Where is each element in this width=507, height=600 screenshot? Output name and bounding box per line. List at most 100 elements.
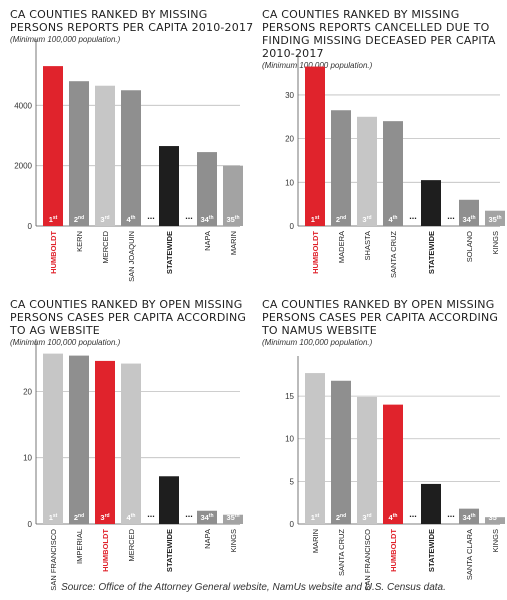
chart-3-category-label: KINGS — [229, 529, 238, 552]
chart-2-ellipsis-mark: ... — [409, 211, 417, 221]
chart-3-rank-label: 2nd — [74, 513, 84, 522]
chart-4-rank-label: 1st — [311, 513, 320, 522]
chart-1-rank-label: 1st — [49, 215, 58, 224]
chart-2-rank-label: 34th — [462, 215, 475, 224]
chart-4-category-label: STATEWIDE — [427, 529, 436, 572]
chart-2-bar — [421, 180, 441, 226]
chart-3-ellipsis-mark: ... — [147, 509, 155, 519]
chart-4-category-label: MARIN — [311, 529, 320, 553]
chart-3-bar — [95, 360, 115, 524]
chart-panel-4: CA COUNTIES RANKED BY OPEN MISSING PERSO… — [262, 298, 507, 588]
chart-1-bar — [159, 146, 179, 226]
chart-2-y-tick-label: 10 — [285, 178, 294, 187]
chart-3-bar — [69, 355, 89, 524]
chart-1-rank-label: 2nd — [74, 215, 84, 224]
chart-4-rank-label: 35th — [488, 513, 501, 522]
chart-1-subtitle: (Minimum 100,000 population.) — [10, 35, 121, 44]
chart-2-bar — [331, 110, 351, 226]
chart-1-category-label: HUMBOLDT — [49, 231, 58, 274]
chart-3-y-tick-label: 10 — [23, 454, 32, 463]
chart-4-y-tick-label: 0 — [290, 520, 295, 529]
chart-2-rank-label: 1st — [311, 215, 320, 224]
chart-2-subtitle: (Minimum 100,000 population.) — [262, 61, 373, 70]
chart-2-bar — [459, 199, 479, 226]
chart-4-rank-label: 2nd — [336, 513, 346, 522]
chart-3-bar — [43, 353, 63, 524]
chart-4-bar — [357, 396, 377, 524]
chart-3-category-label: IMPERIAL — [75, 529, 84, 564]
chart-1-ellipsis-mark: ... — [147, 211, 155, 221]
chart-1-bar — [69, 81, 89, 226]
chart-3-rank-label: 35th — [226, 513, 239, 522]
chart-3-category-label: STATEWIDE — [165, 529, 174, 572]
chart-4-category-label: SANTA CLARA — [465, 529, 474, 580]
chart-4-bar — [485, 517, 505, 524]
chart-1-rank-label: 35th — [226, 215, 239, 224]
chart-3-y-tick-label: 20 — [23, 387, 32, 396]
chart-1-rank-label: 34th — [200, 215, 213, 224]
chart-3-category-label: HUMBOLDT — [101, 529, 110, 572]
chart-1-category-label: NAPA — [203, 231, 212, 251]
chart-3-ellipsis-mark: ... — [185, 509, 193, 519]
source-note: Source: Office of the Attorney General w… — [61, 582, 446, 593]
chart-2-ellipsis-mark: ... — [447, 211, 455, 221]
chart-2-category-label: SOLANO — [465, 231, 474, 262]
chart-1-y-tick-label: 4000 — [14, 101, 32, 110]
chart-1-category-label: STATEWIDE — [165, 231, 174, 274]
chart-4-y-tick-label: 10 — [285, 435, 294, 444]
chart-1-rank-label: 4th — [127, 215, 136, 224]
chart-4-bar — [331, 380, 351, 524]
chart-2-bar — [305, 66, 325, 226]
chart-2-y-tick-label: 20 — [285, 135, 294, 144]
chart-panel-1: CA COUNTIES RANKED BY MISSING PERSONS RE… — [10, 8, 260, 298]
chart-3-rank-label: 4th — [127, 513, 136, 522]
chart-3-bar — [197, 510, 217, 524]
chart-1-bar — [43, 66, 63, 226]
chart-2-category-label: KINGS — [491, 231, 500, 254]
chart-1-category-label: SAN JOAQUIN — [127, 231, 136, 282]
chart-2-bar — [383, 121, 403, 226]
chart-1-bar — [121, 90, 141, 226]
chart-1-bar — [95, 85, 115, 226]
chart-3-category-label: NAPA — [203, 529, 212, 549]
chart-1-y-tick-label: 0 — [28, 222, 33, 231]
chart-3-bar — [223, 514, 243, 524]
chart-1-title: CA COUNTIES RANKED BY MISSING PERSONS RE… — [10, 8, 254, 34]
chart-2-category-label: SANTA CRUZ — [389, 231, 398, 278]
chart-3-rank-label: 3rd — [100, 513, 109, 522]
chart-4-category-label: SAN FRANCISCO — [363, 529, 372, 591]
chart-1-category-label: MERCED — [101, 230, 110, 263]
chart-panel-2: CA COUNTIES RANKED BY MISSING PERSONS RE… — [262, 8, 507, 298]
chart-2-y-tick-label: 0 — [290, 222, 295, 231]
chart-panel-3: CA COUNTIES RANKED BY OPEN MISSING PERSO… — [10, 298, 260, 588]
chart-2-rank-label: 3rd — [362, 215, 371, 224]
chart-3-rank-label: 1st — [49, 513, 58, 522]
chart-3-title: CA COUNTIES RANKED BY OPEN MISSING PERSO… — [10, 298, 247, 337]
chart-2-rank-label: 35th — [488, 215, 501, 224]
chart-2-y-tick-label: 30 — [285, 91, 294, 100]
chart-4-category-label: KINGS — [491, 529, 500, 552]
chart-3-bar — [159, 476, 179, 524]
chart-4-rank-label: 4th — [389, 513, 398, 522]
chart-4-ellipsis-mark: ... — [409, 509, 417, 519]
chart-4-subtitle: (Minimum 100,000 population.) — [262, 338, 373, 347]
chart-2-rank-label: 2nd — [336, 215, 346, 224]
chart-2-bar — [485, 210, 505, 226]
chart-1-bar — [223, 165, 243, 226]
chart-4-category-label: SANTA CRUZ — [337, 529, 346, 576]
chart-2-bar — [357, 116, 377, 226]
chart-3-category-label: MERCED — [127, 528, 136, 561]
chart-4-bar — [383, 404, 403, 524]
chart-4-rank-label: 3rd — [362, 513, 371, 522]
chart-3-subtitle: (Minimum 100,000 population.) — [10, 338, 121, 347]
chart-4-y-tick-label: 5 — [290, 477, 295, 486]
chart-1-category-label: MARIN — [229, 231, 238, 255]
chart-1-bar — [197, 152, 217, 226]
chart-1-rank-label: 3rd — [100, 215, 109, 224]
chart-2-title: CA COUNTIES RANKED BY MISSING PERSONS RE… — [262, 8, 496, 60]
chart-4-title: CA COUNTIES RANKED BY OPEN MISSING PERSO… — [262, 298, 499, 337]
chart-1-category-label: KERN — [75, 231, 84, 252]
chart-2-category-label: HUMBOLDT — [311, 231, 320, 274]
chart-3-rank-label: 34th — [200, 513, 213, 522]
